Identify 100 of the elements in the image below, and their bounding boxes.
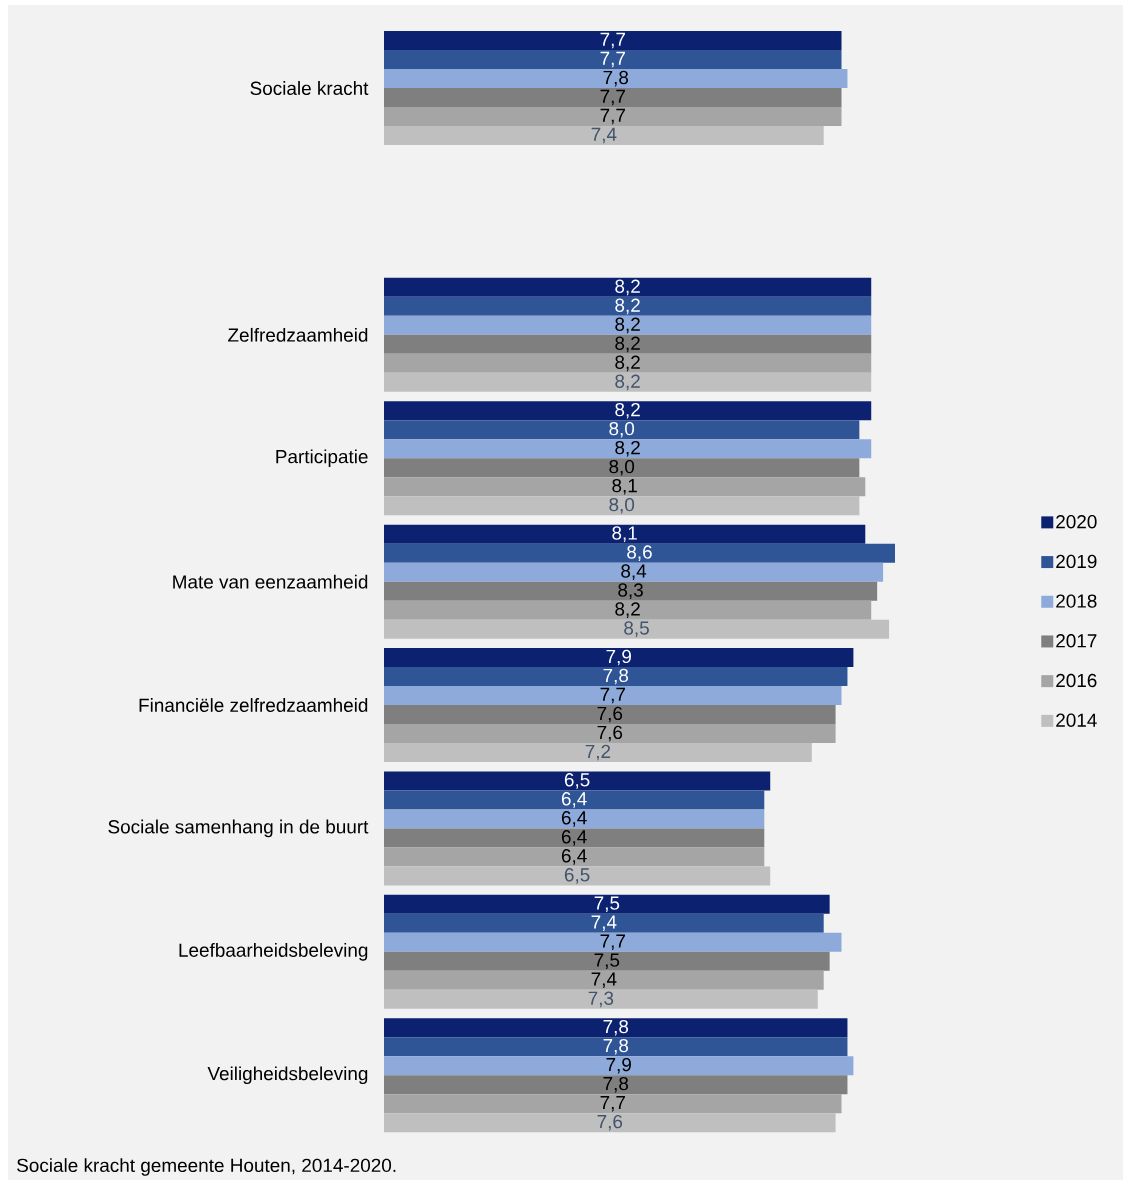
data-label: 6,4 xyxy=(561,811,587,827)
data-label: 6,4 xyxy=(561,792,587,808)
data-label: 8,5 xyxy=(624,621,649,637)
data-label: 7,8 xyxy=(603,1076,629,1093)
data-label: 8,2 xyxy=(615,298,640,315)
bar xyxy=(384,847,765,867)
bar xyxy=(384,667,848,687)
data-label: 7,9 xyxy=(606,1057,631,1074)
data-label: 7,3 xyxy=(588,991,614,1008)
bar xyxy=(384,724,836,744)
bar xyxy=(384,496,860,516)
bar xyxy=(384,743,812,763)
data-label: 7,4 xyxy=(591,972,617,989)
bar xyxy=(384,1018,848,1038)
y-tick-label: Financiële zelfredzaamheid xyxy=(139,698,368,712)
data-label: 8,2 xyxy=(615,374,640,391)
bar xyxy=(384,296,872,316)
data-label: 7,8 xyxy=(603,1019,629,1036)
bar xyxy=(384,439,872,459)
bar xyxy=(384,790,765,810)
bar xyxy=(384,913,824,933)
data-label: 7,7 xyxy=(600,51,625,68)
bar xyxy=(384,705,836,725)
data-label: 8,3 xyxy=(618,583,643,599)
bar xyxy=(384,372,872,392)
bar xyxy=(384,126,824,146)
bar xyxy=(384,1113,836,1133)
y-tick-label: Sociale samenhang in de buurt xyxy=(108,819,369,838)
legend-label: 2017 xyxy=(1056,634,1097,648)
data-label: 7,5 xyxy=(594,896,620,913)
bar xyxy=(384,828,765,848)
data-label: 7,4 xyxy=(591,127,617,144)
data-label: 7,8 xyxy=(603,70,629,87)
data-label: 8,2 xyxy=(615,279,640,296)
bar xyxy=(384,866,771,886)
data-label: 6,5 xyxy=(564,868,590,884)
bar xyxy=(384,353,872,373)
data-label: 7,2 xyxy=(585,744,611,761)
legend-label: 2014 xyxy=(1056,713,1097,727)
data-label: 8,1 xyxy=(612,478,637,495)
bar xyxy=(384,50,842,70)
data-label: 7,4 xyxy=(591,915,617,932)
y-tick-label: Leefbaarheidsbeleving xyxy=(179,942,368,961)
bar xyxy=(384,524,866,544)
bar xyxy=(384,932,842,952)
bar xyxy=(384,600,872,620)
bar xyxy=(384,686,842,706)
y-tick-label: Sociale kracht xyxy=(250,81,369,96)
data-label: 7,6 xyxy=(597,725,623,742)
bar xyxy=(384,334,872,354)
data-label: 8,2 xyxy=(615,440,640,457)
bar xyxy=(384,1094,842,1114)
legend-label: 2018 xyxy=(1056,594,1097,608)
bar xyxy=(384,951,830,971)
bar xyxy=(384,401,872,421)
bar xyxy=(384,894,830,914)
data-label: 7,7 xyxy=(600,108,625,125)
bar xyxy=(384,581,878,601)
bar xyxy=(384,970,824,990)
bar xyxy=(384,420,860,440)
data-label: 8,2 xyxy=(615,336,640,353)
data-label: 7,8 xyxy=(603,668,629,685)
data-label: 6,5 xyxy=(564,773,590,789)
data-label: 7,7 xyxy=(600,89,625,106)
y-tick-label: Veiligheidsbeleving xyxy=(207,1066,368,1085)
bar xyxy=(384,809,765,829)
data-label: 7,6 xyxy=(597,706,623,723)
legend-label: 2016 xyxy=(1056,673,1097,688)
bar xyxy=(384,648,854,668)
y-tick-label: Zelfredzaamheid xyxy=(228,327,368,342)
data-label: 7,7 xyxy=(600,687,625,704)
bar xyxy=(384,543,895,563)
data-label: 8,4 xyxy=(621,564,647,580)
bar xyxy=(384,107,842,127)
data-label: 8,0 xyxy=(609,459,635,476)
data-label: 6,4 xyxy=(561,849,587,865)
bar xyxy=(384,477,866,497)
data-label: 8,2 xyxy=(615,602,640,618)
data-label: 8,0 xyxy=(609,421,635,438)
data-label: 6,4 xyxy=(561,830,587,846)
bar xyxy=(384,277,872,297)
data-label: 7,9 xyxy=(606,649,631,666)
bar xyxy=(384,1056,854,1076)
data-label: 7,5 xyxy=(594,953,620,970)
data-label: 8,1 xyxy=(612,526,637,542)
data-label: 8,2 xyxy=(615,355,640,372)
legend-label: 2019 xyxy=(1056,554,1097,569)
bar xyxy=(384,562,884,582)
data-label: 8,2 xyxy=(615,402,640,419)
bar xyxy=(384,315,872,335)
text: Sociale kracht gemeente Houten, 2014-2020. xyxy=(17,1158,396,1176)
bar xyxy=(384,69,848,89)
bar xyxy=(384,989,818,1009)
data-label: 7,7 xyxy=(600,1095,625,1112)
data-label: 8,6 xyxy=(627,545,652,561)
legend-label: 2020 xyxy=(1056,515,1097,529)
data-label: 8,2 xyxy=(615,317,640,334)
data-label: 7,8 xyxy=(603,1038,629,1055)
bar xyxy=(384,458,860,478)
y-tick-label: Participatie xyxy=(276,449,368,468)
